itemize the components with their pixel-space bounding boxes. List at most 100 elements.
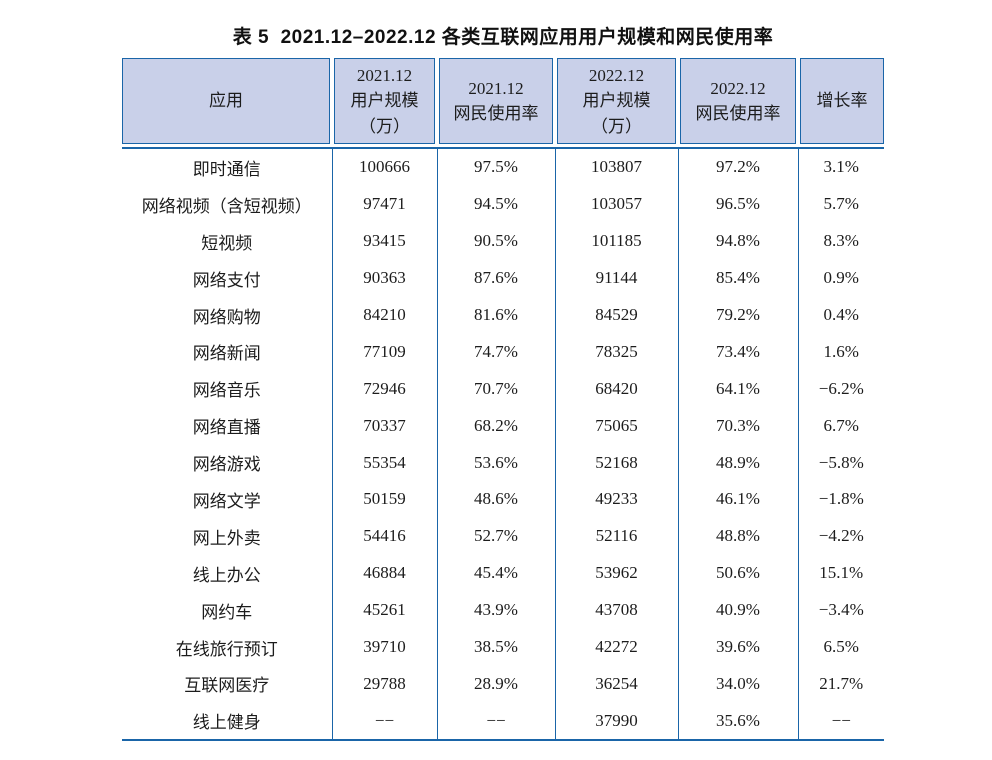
column-header: 增长率 — [800, 58, 884, 144]
table-row: 网络音乐 72946 70.7% 68420 64.1% −6.2% — [122, 370, 884, 408]
table-row: 线上健身 −− −− 37990 35.6% −− — [122, 702, 884, 741]
app-name-cell: 网络视频（含短视频） — [141, 196, 312, 216]
app-name-cell: 短视频 — [201, 233, 253, 253]
table-row: 线上办公 46884 45.4% 53962 50.6% 15.1% — [122, 554, 884, 592]
value-cell: 72946 — [331, 370, 437, 408]
value-cell: 85.4% — [677, 259, 798, 297]
table-row: 网约车 45261 43.9% 43708 40.9% −3.4% — [122, 591, 884, 629]
value-cell: 36254 — [554, 665, 678, 703]
app-name-cell: 网络文学 — [192, 491, 261, 511]
value-cell: 52168 — [554, 444, 678, 482]
value-cell: 52.7% — [436, 517, 555, 555]
value-cell: 15.1% — [797, 554, 884, 592]
column-header-line: 2021.12 — [356, 65, 413, 85]
table-row: 在线旅行预订 39710 38.5% 42272 39.6% 6.5% — [122, 628, 884, 666]
value-cell: 21.7% — [797, 665, 884, 703]
value-cell: 29788 — [331, 665, 437, 703]
column-header-line: 网民使用率 — [453, 104, 539, 123]
value-cell: 70337 — [331, 407, 437, 445]
value-cell: 78325 — [554, 333, 678, 371]
app-name-cell: 在线旅行预订 — [175, 639, 278, 659]
value-cell: −− — [331, 702, 437, 741]
value-cell: 6.5% — [797, 628, 884, 666]
value-cell: 34.0% — [677, 665, 798, 703]
table-row: 网络直播 70337 68.2% 75065 70.3% 6.7% — [122, 407, 884, 445]
value-cell: 90.5% — [436, 222, 555, 260]
table-row: 网络视频（含短视频） 97471 94.5% 103057 96.5% 5.7% — [122, 185, 884, 223]
value-cell: 96.5% — [677, 185, 798, 223]
value-cell: 54416 — [331, 517, 437, 555]
value-cell: 43708 — [554, 591, 678, 629]
value-cell: 38.5% — [436, 628, 555, 666]
table-row: 网络游戏 55354 53.6% 52168 48.9% −5.8% — [122, 444, 884, 482]
value-cell: 52116 — [554, 517, 678, 555]
column-header-line: 用户规模 — [350, 91, 419, 111]
value-cell: 74.7% — [436, 333, 555, 371]
value-cell: 35.6% — [677, 702, 798, 741]
table-row: 网络购物 84210 81.6% 84529 79.2% 0.4% — [122, 296, 884, 334]
value-cell: 87.6% — [436, 259, 555, 297]
table-body: 即时通信 100666 97.5% 103807 97.2% 3.1% 网络视频（含短视频）… — [122, 147, 884, 742]
value-cell: 93415 — [331, 222, 437, 260]
column-header-line: 应用 — [209, 91, 243, 111]
value-cell: 94.5% — [436, 185, 555, 223]
value-cell: 79.2% — [677, 296, 798, 334]
value-cell: 45261 — [331, 591, 437, 629]
value-cell: −6.2% — [797, 370, 884, 408]
value-cell: 39.6% — [677, 628, 798, 666]
value-cell: −1.8% — [797, 481, 884, 518]
value-cell: 75065 — [554, 407, 678, 445]
value-cell: 3.1% — [797, 148, 884, 186]
table-row: 互联网医疗 29788 28.9% 36254 34.0% 21.7% — [122, 665, 884, 703]
value-cell: 70.3% — [677, 407, 798, 445]
value-cell: 64.1% — [677, 370, 798, 408]
value-cell: 55354 — [331, 444, 437, 482]
value-cell: −4.2% — [797, 517, 884, 555]
app-name-cell: 网络购物 — [192, 307, 261, 327]
value-cell: 73.4% — [677, 333, 798, 371]
app-name-cell: 网络音乐 — [192, 381, 261, 401]
table-header-row: 应用 2021.12 用户规模 （万） 2021.12 网民使用率 2022.12 用户规模 （… — [122, 58, 884, 144]
table-row: 网络新闻 77109 74.7% 78325 73.4% 1.6% — [122, 333, 884, 371]
value-cell: 48.6% — [436, 481, 555, 518]
value-cell: 46884 — [331, 554, 437, 592]
value-cell: 68420 — [554, 370, 678, 408]
value-cell: 45.4% — [436, 554, 555, 592]
value-cell: 77109 — [331, 333, 437, 371]
column-header-line: 2021.12 — [468, 78, 524, 98]
value-cell: 5.7% — [797, 185, 884, 223]
value-cell: 8.3% — [797, 222, 884, 260]
value-cell: 49233 — [554, 481, 678, 518]
value-cell: −5.8% — [797, 444, 884, 482]
value-cell: 70.7% — [436, 370, 555, 408]
column-header-line: 用户规模 — [582, 91, 651, 111]
table-row: 网络文学 50159 48.6% 49233 46.1% −1.8% — [122, 481, 884, 518]
column-header-line: （万） — [591, 116, 642, 136]
value-cell: 101185 — [554, 222, 678, 260]
value-cell: 84210 — [331, 296, 437, 334]
table-row: 网络支付 90363 87.6% 91144 85.4% 0.9% — [122, 259, 884, 297]
value-cell: 97.2% — [677, 148, 798, 186]
column-header: 2021.12 用户规模 （万） — [334, 58, 435, 144]
value-cell: 53.6% — [436, 444, 555, 482]
column-header-line: 增长率 — [816, 91, 868, 111]
value-cell: 42272 — [554, 628, 678, 666]
value-cell: 48.8% — [677, 517, 798, 555]
column-header: 2022.12 用户规模 （万） — [557, 58, 676, 144]
value-cell: 1.6% — [797, 333, 884, 371]
value-cell: −3.4% — [797, 591, 884, 629]
app-name-cell: 互联网医疗 — [184, 676, 270, 696]
value-cell: 84529 — [554, 296, 678, 334]
app-name-cell: 即时通信 — [192, 159, 261, 179]
app-name-cell: 网络支付 — [192, 270, 261, 290]
value-cell: 39710 — [331, 628, 437, 666]
value-cell: 0.4% — [797, 296, 884, 334]
column-header: 2021.12 网民使用率 — [439, 58, 553, 144]
value-cell: −− — [797, 702, 884, 741]
value-cell: −− — [436, 702, 555, 741]
value-cell: 46.1% — [677, 481, 798, 518]
value-cell: 100666 — [331, 148, 437, 186]
column-header: 应用 — [122, 58, 330, 144]
value-cell: 40.9% — [677, 591, 798, 629]
